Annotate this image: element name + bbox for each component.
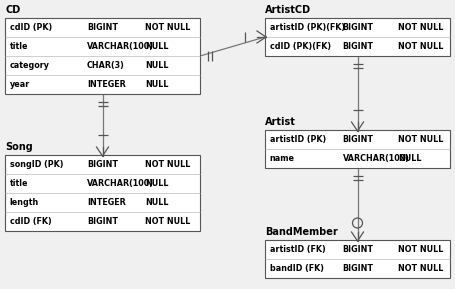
Text: NOT NULL: NOT NULL [146,23,191,32]
Text: name: name [270,154,295,163]
Text: BIGINT: BIGINT [87,160,118,169]
Text: cdID (PK)(FK): cdID (PK)(FK) [270,42,331,51]
Text: BIGINT: BIGINT [87,217,118,226]
Text: cdID (FK): cdID (FK) [10,217,51,226]
Text: ArtistCD: ArtistCD [265,5,311,15]
Text: NOT NULL: NOT NULL [398,245,444,254]
Text: VARCHAR(100): VARCHAR(100) [87,42,154,51]
Text: NULL: NULL [146,198,169,207]
Text: cdID (PK): cdID (PK) [10,23,52,32]
Text: category: category [10,61,50,70]
Text: NULL: NULL [146,42,169,51]
Text: BandMember: BandMember [265,227,338,237]
Text: artistID (PK): artistID (PK) [270,135,326,144]
Text: songID (PK): songID (PK) [10,160,63,169]
Text: title: title [10,179,28,188]
Text: year: year [10,80,30,89]
Text: NULL: NULL [146,61,169,70]
Text: BIGINT: BIGINT [343,42,374,51]
Text: artistID (FK): artistID (FK) [270,245,325,254]
Text: CHAR(3): CHAR(3) [87,61,125,70]
Text: NOT NULL: NOT NULL [398,264,444,273]
Bar [265,18,450,56]
Text: Song: Song [5,142,33,152]
Text: BIGINT: BIGINT [343,245,374,254]
Text: NOT NULL: NOT NULL [146,217,191,226]
Text: NULL: NULL [146,179,169,188]
Bar [5,18,200,94]
Bar [5,155,200,231]
Text: INTEGER: INTEGER [87,198,126,207]
Text: BIGINT: BIGINT [343,264,374,273]
Text: CD: CD [5,5,20,15]
Text: NOT NULL: NOT NULL [146,160,191,169]
Text: NOT NULL: NOT NULL [398,42,444,51]
Text: NOT NULL: NOT NULL [398,23,444,32]
Text: NULL: NULL [398,154,422,163]
Text: NULL: NULL [146,80,169,89]
Text: NOT NULL: NOT NULL [398,135,444,144]
Text: BIGINT: BIGINT [343,135,374,144]
Text: artistID (PK)(FK): artistID (PK)(FK) [270,23,345,32]
Text: INTEGER: INTEGER [87,80,126,89]
Text: length: length [10,198,39,207]
Text: BIGINT: BIGINT [343,23,374,32]
Text: BIGINT: BIGINT [87,23,118,32]
Bar [265,130,450,168]
Text: VARCHAR(100): VARCHAR(100) [87,179,154,188]
Text: bandID (FK): bandID (FK) [270,264,324,273]
Text: VARCHAR(100): VARCHAR(100) [343,154,410,163]
Text: Artist: Artist [265,117,296,127]
Text: title: title [10,42,28,51]
Bar [265,240,450,278]
